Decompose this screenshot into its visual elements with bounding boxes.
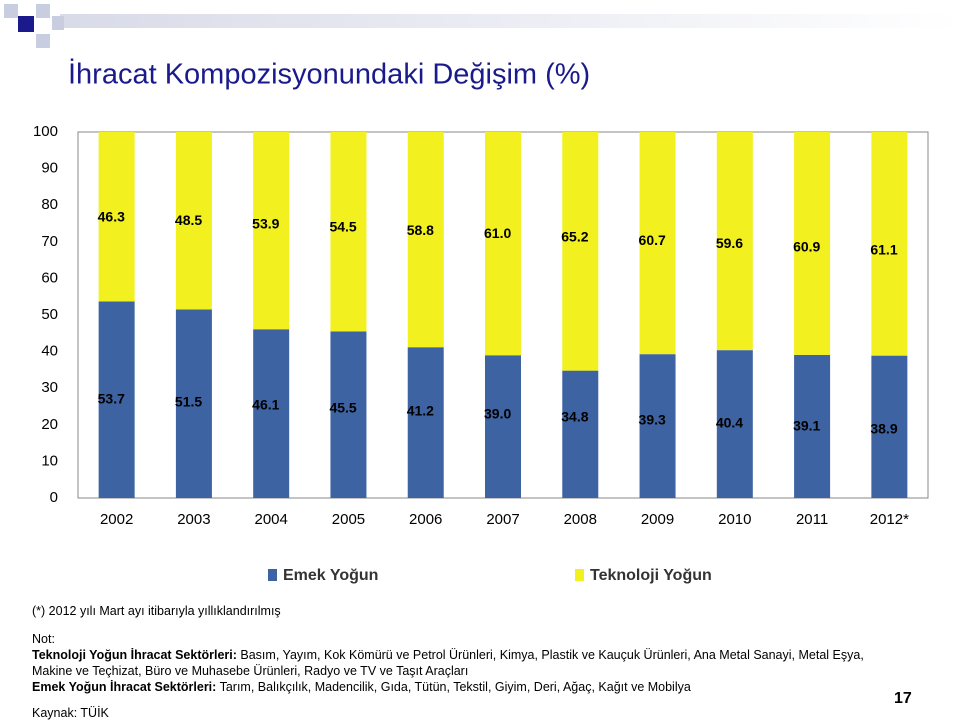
bar-segment <box>562 132 599 371</box>
bar-segment <box>639 132 676 355</box>
x-tick-label: 2011 <box>796 511 828 528</box>
x-tick-label: 2007 <box>486 511 519 528</box>
note-label: Not: <box>32 632 55 646</box>
bar-segment <box>330 132 367 332</box>
y-tick-label: 10 <box>41 452 58 469</box>
data-label: 48.5 <box>175 212 202 228</box>
data-label: 40.4 <box>716 415 743 431</box>
data-label: 46.3 <box>98 209 125 225</box>
data-label: 39.1 <box>793 418 820 434</box>
data-label: 61.1 <box>870 242 897 258</box>
x-tick-label: 2003 <box>177 511 210 528</box>
data-label: 38.9 <box>870 421 897 437</box>
y-tick-label: 30 <box>41 379 58 396</box>
data-label: 34.8 <box>561 409 588 425</box>
note-text: Tarım, Balıkçılık, Madencilik, Gıda, Tüt… <box>219 680 691 694</box>
data-label: 65.2 <box>561 229 588 245</box>
chart-title: İhracat Kompozisyonundaki Değişim (%) <box>68 58 590 91</box>
bar-segment <box>485 132 521 356</box>
y-tick-label: 70 <box>41 233 58 250</box>
note-bold: Emek Yoğun İhracat Sektörleri: <box>32 680 217 694</box>
bar-segment <box>253 329 290 498</box>
deco <box>36 4 50 18</box>
deco <box>4 4 18 18</box>
data-label: 46.1 <box>252 397 279 413</box>
bar-segment <box>253 132 290 330</box>
bar-segment <box>871 355 908 498</box>
legend-swatch <box>268 569 277 581</box>
data-label: 60.9 <box>793 238 820 254</box>
y-tick-label: 20 <box>41 416 58 433</box>
y-tick-label: 60 <box>41 269 58 286</box>
bar-segment <box>175 309 212 498</box>
bar-segment <box>794 354 831 498</box>
x-tick-label: 2009 <box>641 511 674 528</box>
bar-segment <box>98 301 135 498</box>
y-tick-label: 80 <box>41 196 58 213</box>
x-tick-label: 2008 <box>564 511 597 528</box>
legend-label: Emek Yoğun <box>283 567 378 584</box>
data-label: 60.7 <box>639 232 666 248</box>
bar-segment <box>330 331 367 498</box>
deco <box>52 16 64 30</box>
y-tick-label: 50 <box>41 306 58 323</box>
bar-segment <box>716 132 753 351</box>
data-label: 59.6 <box>716 235 743 251</box>
y-tick-label: 40 <box>41 343 58 360</box>
chart: İhracat Kompozisyonundaki Değişim (%) 0 1… <box>4 4 960 584</box>
x-tick-label: 2005 <box>332 511 365 528</box>
note-bold: Teknoloji Yoğun İhracat Sektörleri: <box>32 648 237 662</box>
data-label: 61.0 <box>484 225 511 241</box>
deco <box>36 34 50 48</box>
bar-segment <box>639 354 676 498</box>
note-line: Emek Yoğun İhracat Sektörleri: Tarım, Ba… <box>32 680 691 694</box>
data-label: 45.5 <box>329 400 356 416</box>
data-label: 53.7 <box>98 391 125 407</box>
note-text: Basım, Yayım, Kok Kömürü ve Petrol Ürünl… <box>240 648 864 662</box>
x-tick-label: 2004 <box>254 511 287 528</box>
x-tick-label: 2002 <box>100 511 133 528</box>
y-tick-label: 100 <box>33 123 58 140</box>
legend-label: Teknoloji Yoğun <box>590 567 712 584</box>
data-label: 53.9 <box>252 215 279 231</box>
bar-segment <box>175 132 212 310</box>
bar-segment <box>407 132 444 348</box>
data-label: 51.5 <box>175 394 202 410</box>
data-label: 39.0 <box>484 406 511 422</box>
data-label: 39.3 <box>639 412 666 428</box>
bar-segment <box>485 355 521 498</box>
footnote: (*) 2012 yılı Mart ayı itibarıyla yıllık… <box>32 604 281 618</box>
y-tick-label: 0 <box>50 489 58 506</box>
x-tick-label: 2010 <box>718 511 751 528</box>
x-tick-label: 2012* <box>870 511 909 528</box>
bar-segment <box>716 350 753 498</box>
note-line: Makine ve Teçhizat, Büro ve Muhasebe Ürü… <box>32 664 469 678</box>
bar-segment <box>98 132 135 302</box>
page-number: 17 <box>894 690 912 707</box>
note-line: Teknoloji Yoğun İhracat Sektörleri: Bası… <box>32 648 864 662</box>
x-tick-label: 2006 <box>409 511 442 528</box>
bar-segment <box>794 132 831 355</box>
bar-segment <box>407 347 444 498</box>
data-label: 54.5 <box>329 219 356 235</box>
data-label: 41.2 <box>407 403 434 419</box>
source: Kaynak: TÜİK <box>32 706 109 720</box>
bar-segment <box>562 370 599 498</box>
deco <box>18 16 34 32</box>
y-tick-label: 90 <box>41 160 58 177</box>
legend-swatch <box>575 569 584 581</box>
header-bar <box>60 14 960 28</box>
data-label: 58.8 <box>407 222 434 238</box>
bar-segment <box>871 132 908 356</box>
